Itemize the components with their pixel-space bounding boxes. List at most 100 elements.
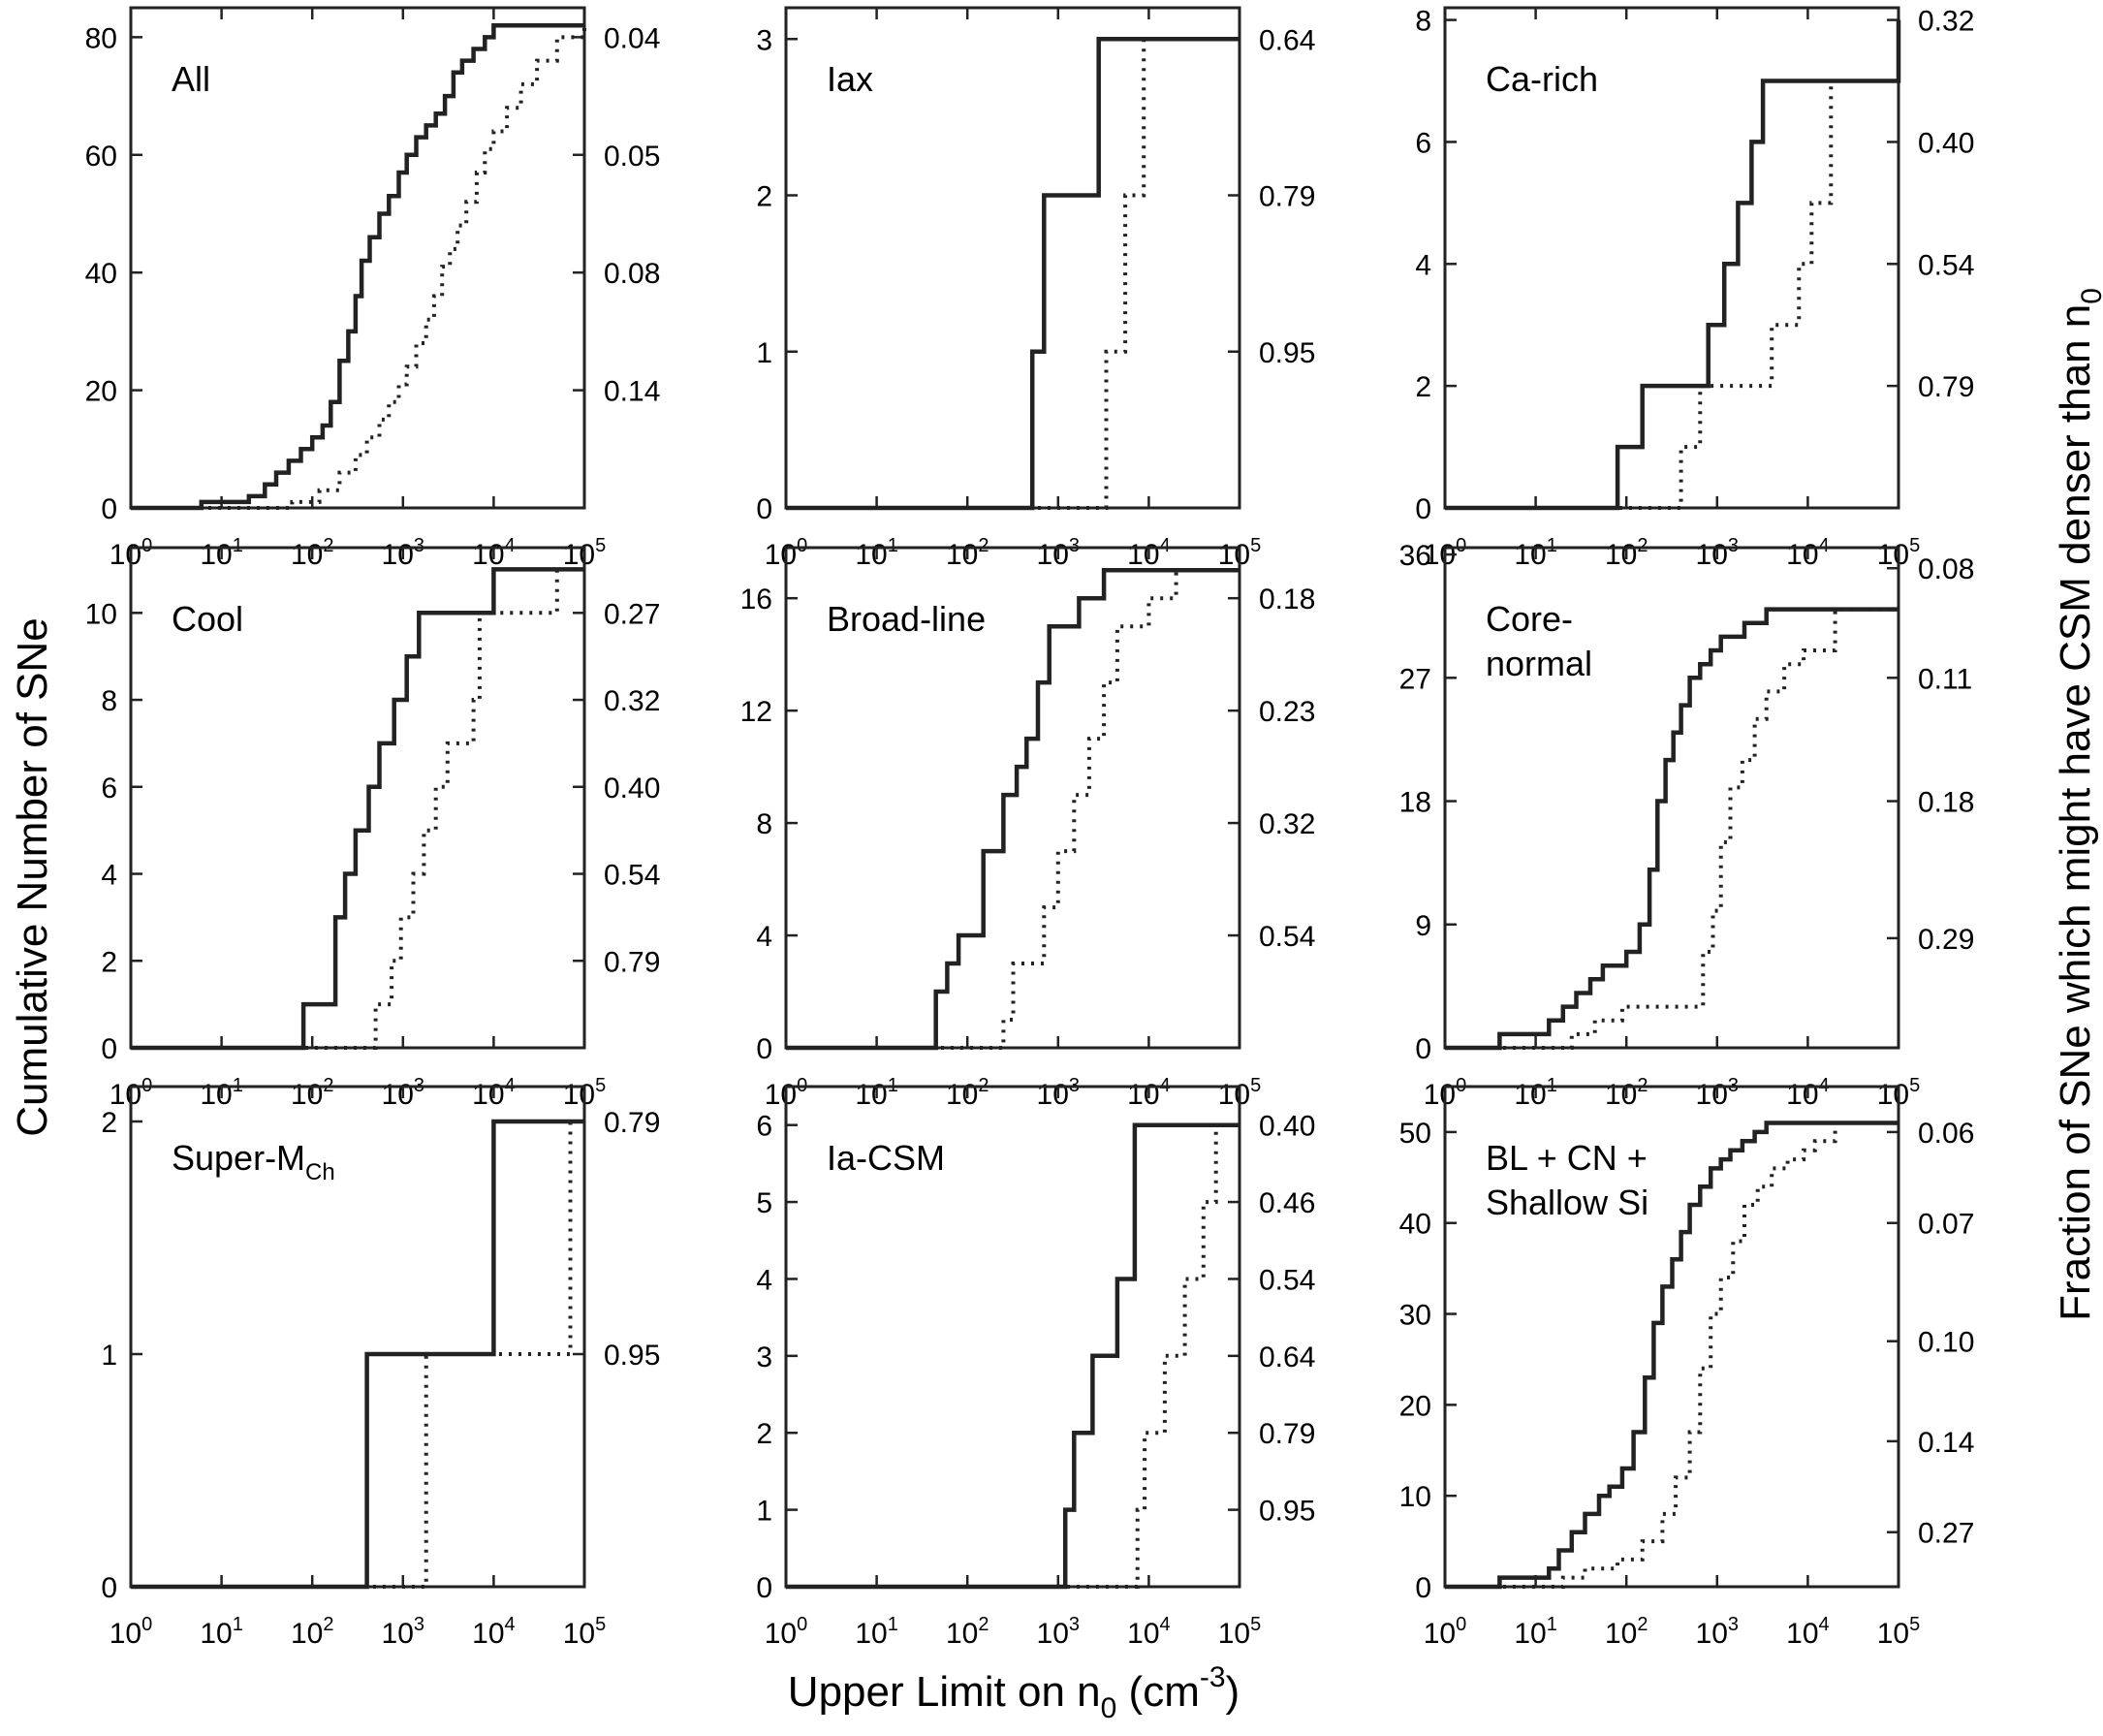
x-tick-exponent: 2	[978, 1614, 989, 1635]
series-dotted-line	[786, 568, 1240, 1050]
x-tick-base: 10	[1037, 1618, 1069, 1650]
panel-core-normal: 100 101 102 103 104 105091827360.290.180.110.…	[1399, 540, 1975, 1111]
panel-ca-rich: 100 101 102 103 104 105024680.790.540.400.32C…	[1415, 6, 1974, 571]
right-tick-label: 0.54	[1918, 249, 1974, 281]
x-tick-exponent: 4	[1819, 1614, 1830, 1635]
series-solid-line	[1445, 1121, 1899, 1590]
y-tick-label: 50	[1399, 1118, 1431, 1150]
x-tick-base: 10	[1514, 1618, 1546, 1650]
series-solid-line	[131, 22, 584, 511]
x-axis-title-sub: 0	[1101, 1692, 1117, 1724]
x-tick-base: 10	[291, 539, 323, 571]
x-tick-label: 103	[1037, 535, 1081, 571]
x-tick-label: 105	[1218, 535, 1262, 571]
y-tick-label: 4	[756, 1264, 772, 1296]
x-tick-exponent: 2	[978, 535, 989, 556]
x-tick-base: 10	[110, 539, 141, 571]
y-tick-label: 36	[1399, 540, 1431, 572]
panel-title: Broad-line	[827, 599, 986, 639]
x-tick-base: 10	[946, 1079, 978, 1111]
y-tick-label: 6	[756, 1111, 772, 1143]
x-tick-base: 10	[1037, 539, 1069, 571]
x-tick-exponent: 2	[1637, 1614, 1648, 1635]
right-tick-label: 0.23	[1259, 696, 1315, 728]
series-dotted-line	[786, 1122, 1240, 1589]
x-tick-base: 10	[110, 1618, 141, 1650]
x-tick-base: 10	[563, 1079, 595, 1111]
x-tick-base: 10	[855, 1618, 887, 1650]
x-axis-title-close: )	[1226, 1668, 1240, 1716]
x-tick-base: 10	[1696, 1618, 1728, 1650]
x-tick-exponent: 0	[141, 535, 152, 556]
panel-title-text: Cool	[172, 599, 243, 639]
right-tick-label: 0.95	[1259, 1496, 1315, 1528]
x-tick-exponent: 1	[233, 535, 243, 556]
right-tick-label: 0.07	[1918, 1209, 1974, 1241]
panel-title-text: Ia-CSM	[827, 1138, 945, 1178]
x-tick-label: 105	[1218, 1075, 1262, 1111]
panel-title: All	[172, 59, 210, 99]
series-dotted-line	[131, 1120, 584, 1589]
x-tick-base: 10	[946, 539, 978, 571]
x-tick-label: 100	[1424, 1075, 1467, 1111]
y-tick-label: 16	[740, 584, 772, 615]
x-tick-label: 100	[1424, 1614, 1467, 1650]
y-axis-right-title-sub: 0	[2076, 288, 2103, 304]
panel-title: Cool	[172, 599, 243, 639]
right-tick-label: 0.32	[1918, 6, 1974, 38]
x-tick-label: 102	[946, 535, 989, 571]
x-tick-label: 101	[855, 1614, 898, 1650]
x-tick-exponent: 3	[1069, 535, 1080, 556]
panel-title-line2: normal	[1486, 644, 1592, 683]
right-tick-label: 0.14	[1918, 1427, 1974, 1459]
x-tick-base: 10	[1037, 1079, 1069, 1111]
x-tick-exponent: 3	[414, 1614, 424, 1635]
series-solid-line	[131, 1119, 584, 1590]
x-tick-base: 10	[855, 539, 887, 571]
y-tick-label: 40	[85, 258, 117, 290]
x-tick-label: 103	[1696, 1614, 1740, 1650]
y-tick-label: 60	[85, 141, 117, 173]
series-solid-line	[786, 37, 1240, 511]
y-tick-label: 0	[756, 1033, 772, 1065]
x-axis-title-text: Upper Limit on n	[788, 1668, 1101, 1716]
x-tick-exponent: 5	[1909, 1075, 1920, 1096]
x-axis-title-unit: (cm	[1116, 1668, 1200, 1716]
y-tick-label: 27	[1399, 663, 1431, 695]
y-tick-label: 20	[1399, 1390, 1431, 1422]
x-tick-label: 105	[1877, 1614, 1921, 1650]
x-tick-exponent: 1	[1547, 535, 1557, 556]
plot-frame	[1443, 1085, 1900, 1589]
x-tick-label: 101	[1514, 535, 1557, 571]
x-tick-base: 10	[1218, 1079, 1250, 1111]
x-tick-label: 100	[765, 535, 808, 571]
x-tick-base: 10	[1877, 1079, 1909, 1111]
y-tick-label: 3	[756, 24, 772, 56]
plot-frame	[129, 6, 586, 510]
x-tick-base: 10	[472, 1079, 504, 1111]
x-tick-label: 104	[1786, 535, 1830, 571]
series-dotted-line	[1445, 607, 1899, 1050]
x-tick-base: 10	[1696, 1079, 1728, 1111]
right-tick-label: 0.79	[604, 1107, 660, 1139]
plot-frame	[1443, 546, 1900, 1050]
x-tick-label: 103	[382, 535, 425, 571]
right-tick-label: 0.79	[1918, 371, 1974, 403]
y-tick-label: 18	[1399, 787, 1431, 819]
right-tick-label: 0.64	[1259, 24, 1315, 56]
x-tick-exponent: 5	[595, 535, 606, 556]
panel-title-line1: Core-	[1486, 599, 1573, 639]
right-tick-label: 0.79	[1259, 1418, 1315, 1450]
x-tick-base: 10	[765, 1079, 797, 1111]
x-tick-label: 105	[563, 535, 607, 571]
x-tick-label: 101	[855, 535, 898, 571]
y-tick-label: 0	[101, 1572, 117, 1604]
x-tick-label: 105	[1218, 1614, 1262, 1650]
y-tick-label: 2	[101, 946, 117, 978]
x-tick-exponent: 2	[323, 535, 333, 556]
right-tick-label: 0.40	[604, 773, 660, 805]
right-tick-label: 0.95	[1259, 337, 1315, 369]
x-tick-label: 101	[200, 535, 243, 571]
y-axis-right-title: Fraction of SNe which might have CSM den…	[2052, 288, 2103, 1321]
